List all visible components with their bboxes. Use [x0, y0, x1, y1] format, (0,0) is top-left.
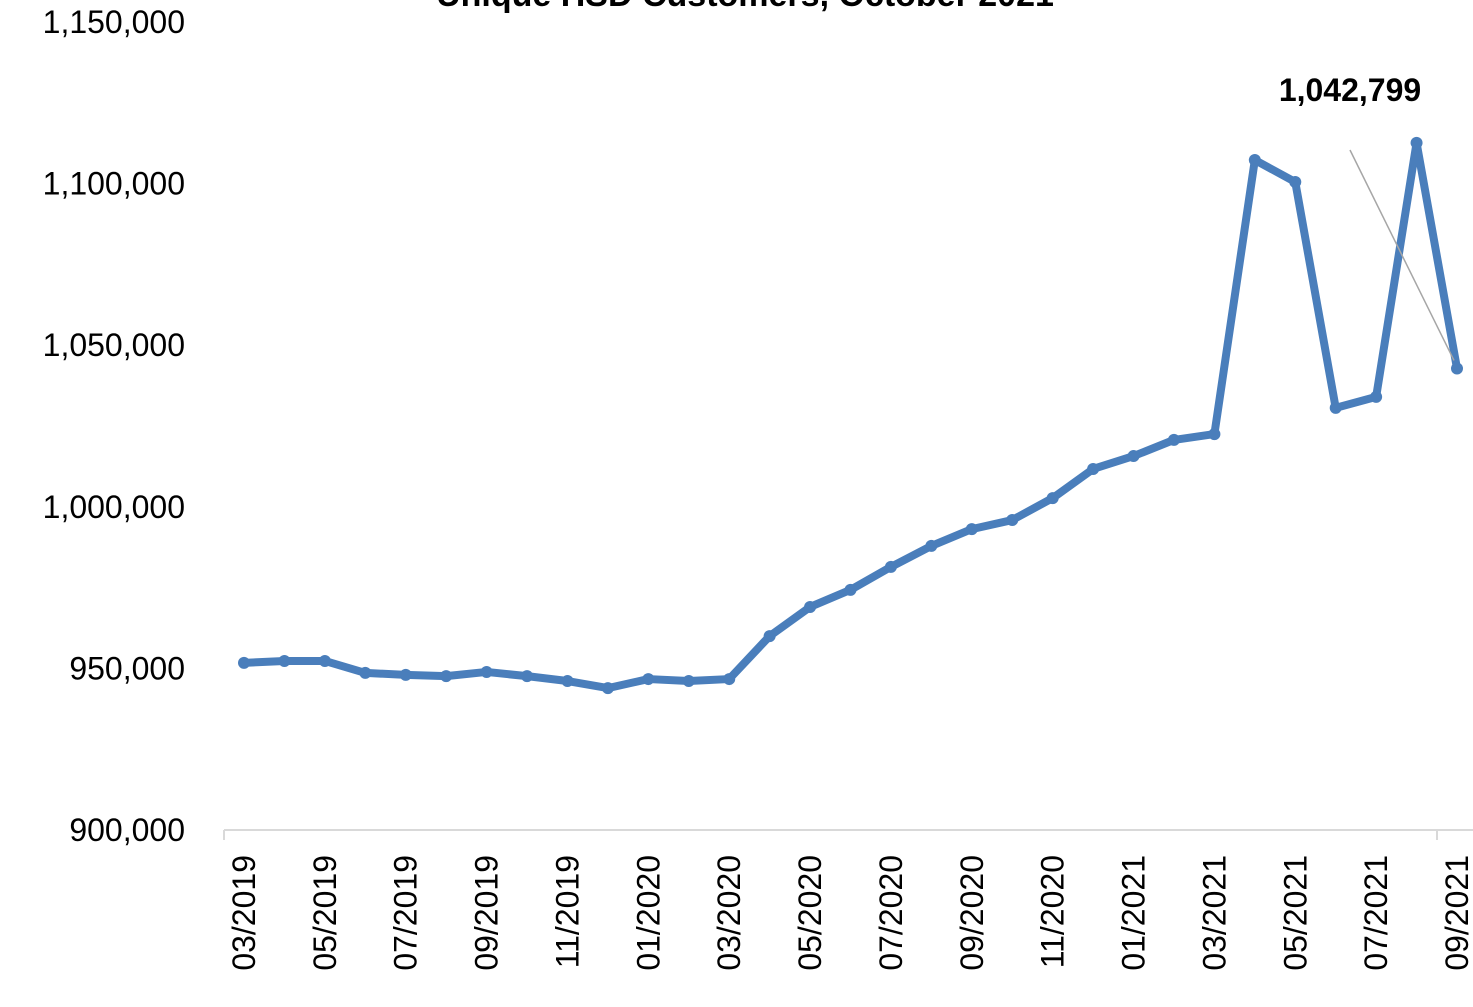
marker [723, 673, 736, 686]
marker [925, 539, 938, 552]
marker [399, 668, 412, 681]
y-tick-label: 950,000 [69, 650, 185, 686]
x-tick-label: 03/2021 [1196, 855, 1232, 971]
x-tick-label: 11/2019 [549, 855, 585, 968]
marker [318, 654, 331, 667]
marker [844, 583, 857, 596]
marker [1167, 433, 1180, 446]
marker [601, 682, 614, 695]
x-tick-label: 05/2020 [792, 855, 828, 971]
x-tick-label: 07/2020 [873, 855, 909, 971]
marker [1248, 154, 1261, 167]
marker [682, 675, 695, 688]
x-tick-label: 05/2021 [1277, 855, 1313, 971]
marker [1289, 175, 1302, 188]
y-tick-label: 1,000,000 [43, 489, 185, 525]
marker [1046, 492, 1059, 505]
marker [278, 654, 291, 667]
y-tick-label: 1,150,000 [43, 4, 185, 40]
y-tick-label: 1,100,000 [43, 166, 185, 202]
y-tick-label: 900,000 [69, 812, 185, 848]
x-tick-label: 09/2019 [469, 855, 505, 971]
x-tick-label: 07/2019 [388, 855, 424, 971]
marker [884, 560, 897, 573]
marker [521, 670, 534, 683]
marker [1127, 450, 1140, 463]
y-tick-label: 1,050,000 [43, 327, 185, 363]
x-tick-label: 07/2021 [1358, 855, 1394, 971]
x-tick-label: 03/2019 [226, 855, 262, 971]
x-tick-label: 03/2020 [711, 855, 747, 971]
marker [359, 666, 372, 679]
marker [642, 673, 655, 686]
marker [480, 665, 493, 678]
marker [440, 670, 453, 683]
leader-line [1349, 149, 1455, 361]
marker [1208, 428, 1221, 441]
x-tick-label: 11/2020 [1035, 855, 1071, 968]
marker [1329, 401, 1342, 414]
x-tick-label: 09/2021 [1439, 855, 1473, 971]
marker [1087, 462, 1100, 475]
x-tick-label: 05/2019 [307, 855, 343, 971]
marker [965, 523, 978, 536]
marker [763, 630, 776, 643]
x-tick-label: 01/2021 [1116, 855, 1152, 971]
line [243, 138, 1461, 693]
x-tick-label: 01/2020 [630, 855, 666, 971]
chart-title: Unique HSD Customers, October 2021 [436, 0, 1054, 14]
marker [804, 600, 817, 613]
marker [1006, 514, 1019, 527]
marker [1370, 390, 1383, 403]
marker [238, 656, 250, 669]
marker [1451, 362, 1463, 375]
marker [1410, 136, 1423, 149]
x-tick-label: 09/2020 [954, 855, 990, 971]
marker [561, 675, 574, 688]
data-label: 1,042,799 [1279, 72, 1421, 108]
